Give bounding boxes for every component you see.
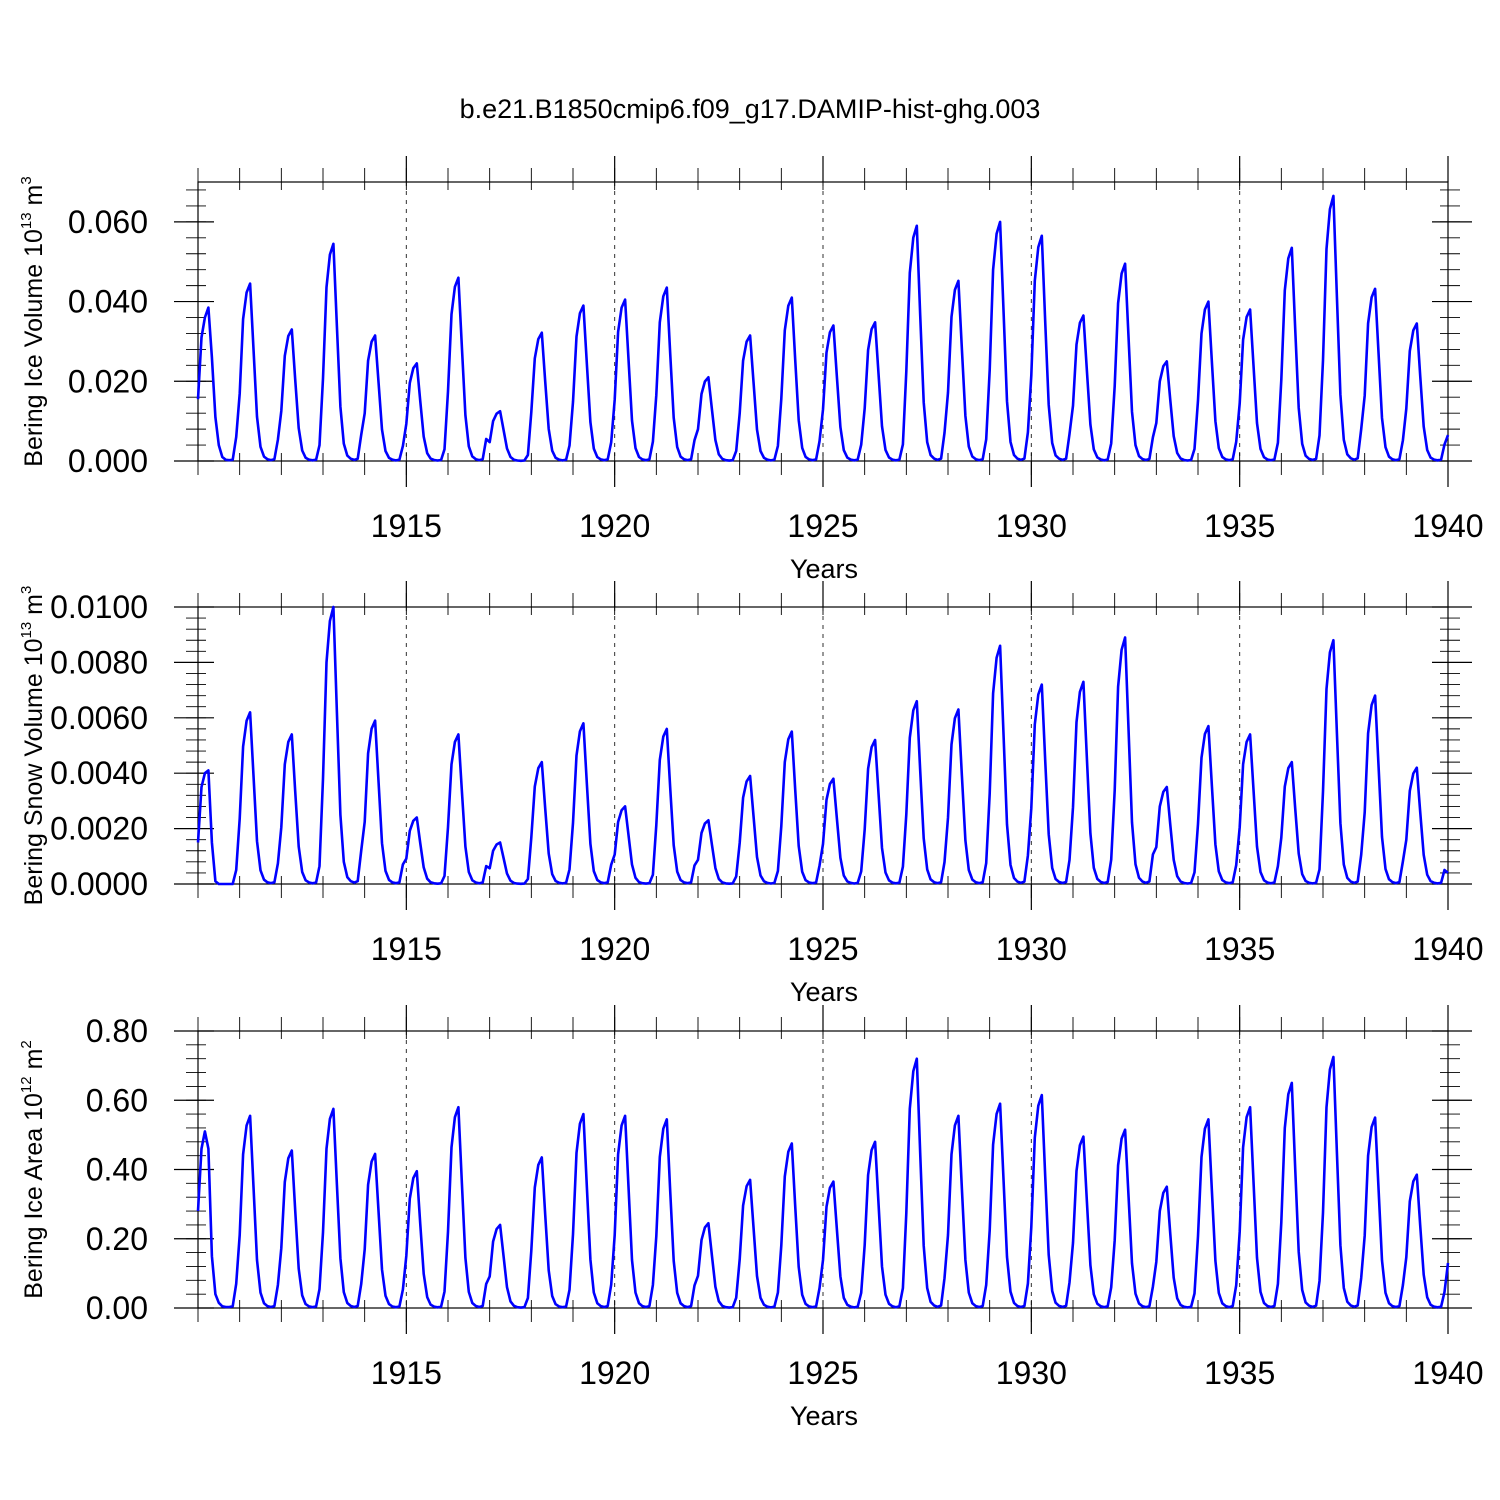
x-tick-label-1915: 1915	[371, 508, 442, 544]
series-line-2	[196, 605, 1449, 886]
y-tick-label-0.000: 0.000	[68, 443, 148, 479]
x-tick-label-1925: 1925	[787, 508, 858, 544]
x-tick-label-1940: 1940	[1412, 1355, 1483, 1391]
x-axis-label: Years	[790, 977, 858, 1007]
x-tick-label-1935: 1935	[1204, 1355, 1275, 1391]
x-tick-label-1915: 1915	[371, 931, 442, 967]
y-tick-label-0.80: 0.80	[86, 1013, 148, 1049]
x-tick-label-1930: 1930	[996, 931, 1067, 967]
x-tick-label-1925: 1925	[787, 931, 858, 967]
y-tick-label-0.60: 0.60	[86, 1082, 148, 1118]
y-tick-label-0.0000: 0.0000	[50, 866, 148, 902]
x-tick-label-1940: 1940	[1412, 931, 1483, 967]
x-tick-label-1935: 1935	[1204, 931, 1275, 967]
x-axis-label: Years	[790, 1401, 858, 1431]
panel-3: 1915 1920 1925 1930 1935 1940 Years 0.00 0.20 0.4…	[18, 1005, 1484, 1431]
panel-2: 1915 1920 1925 1930 1935 1940 Years 0.0000 0.002…	[18, 581, 1484, 1007]
y-tick-label-0.40: 0.40	[86, 1152, 148, 1188]
panel-1: 1915 1920 1925 1930 1935 1940 Years 0.000 0.020 0…	[18, 156, 1484, 584]
y-tick-label-0.040: 0.040	[68, 284, 148, 320]
y-axis-label: Bering Ice Volume 1013 m3	[18, 176, 48, 466]
y-tick-label-0.0080: 0.0080	[50, 644, 148, 680]
y-tick-label-0.0100: 0.0100	[50, 589, 148, 625]
y-axis-label: Bering Ice Area 1012 m2	[18, 1040, 48, 1299]
x-tick-label-1920: 1920	[579, 508, 650, 544]
y-tick-label-0.0060: 0.0060	[50, 700, 148, 736]
y-tick-label-0.060: 0.060	[68, 204, 148, 240]
x-tick-label-1935: 1935	[1204, 508, 1275, 544]
x-tick-label-1920: 1920	[579, 1355, 650, 1391]
x-axis-label: Years	[790, 554, 858, 584]
y-axis-label: Bering Snow Volume 1013 m3	[18, 586, 48, 906]
x-tick-label-1930: 1930	[996, 508, 1067, 544]
panels: 1915 1920 1925 1930 1935 1940 Years 0.000 0.020 0…	[18, 156, 1484, 1431]
x-tick-label-1940: 1940	[1412, 508, 1483, 544]
x-tick-label-1915: 1915	[371, 1355, 442, 1391]
y-tick-label-0.0040: 0.0040	[50, 755, 148, 791]
x-tick-label-1925: 1925	[787, 1355, 858, 1391]
figure-title: b.e21.B1850cmip6.f09_g17.DAMIP-hist-ghg.…	[460, 94, 1041, 124]
x-tick-label-1920: 1920	[579, 931, 650, 967]
y-tick-label-0.0020: 0.0020	[50, 811, 148, 847]
x-tick-label-1930: 1930	[996, 1355, 1067, 1391]
series-line-1	[196, 194, 1450, 463]
y-tick-label-0.020: 0.020	[68, 363, 148, 399]
y-tick-label-0.20: 0.20	[86, 1221, 148, 1257]
series-line-3	[196, 1055, 1450, 1309]
y-tick-label-0.00: 0.00	[86, 1290, 148, 1326]
